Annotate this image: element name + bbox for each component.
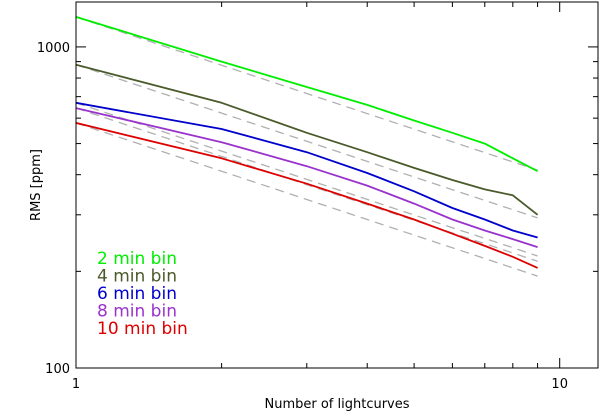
series-line-2: [76, 63, 539, 216]
reference-line-5: [76, 122, 538, 277]
series-line-4: [76, 107, 538, 248]
x-tick-label: 1: [72, 377, 80, 392]
legend-entry-4: 8 min bin: [97, 302, 177, 322]
y-axis-label: RMS [ppm]: [29, 149, 44, 221]
reference-line-1: [76, 16, 538, 171]
y-tick-label: 1000: [37, 41, 70, 56]
y-tick-label: 100: [45, 362, 70, 377]
x-tick-label: 10: [551, 377, 568, 392]
reference-line-3: [76, 102, 538, 257]
series-line-5: [76, 122, 538, 269]
legend-entry-1: 2 min bin: [97, 249, 177, 269]
legend-entry-2: 4 min bin: [97, 267, 177, 287]
plot-area: [76, 16, 539, 277]
axes: 1 10 100 1000: [37, 1, 599, 392]
x-axis-label: Number of lightcurves: [264, 397, 409, 412]
reference-line-2: [76, 64, 538, 219]
legend-entry-3: 6 min bin: [97, 284, 177, 304]
plot-inner: [76, 16, 539, 277]
series-line-3: [76, 101, 538, 239]
legend-entry-5: 10 min bin: [97, 319, 188, 339]
series-line-1: [76, 16, 539, 172]
plot-frame: [75, 1, 599, 369]
